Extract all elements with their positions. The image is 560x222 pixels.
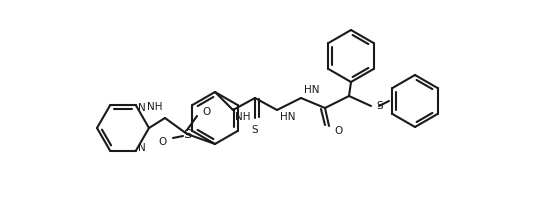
Text: S: S [251,125,258,135]
Text: HN: HN [280,112,296,122]
Text: NH: NH [235,112,250,122]
Text: O: O [158,137,167,147]
Text: O: O [202,107,210,117]
Text: S: S [183,127,191,141]
Text: N: N [138,143,146,153]
Text: HN: HN [304,85,320,95]
Text: NH: NH [147,102,163,112]
Text: O: O [334,126,342,136]
Text: N: N [138,103,146,113]
Text: S: S [376,101,382,111]
